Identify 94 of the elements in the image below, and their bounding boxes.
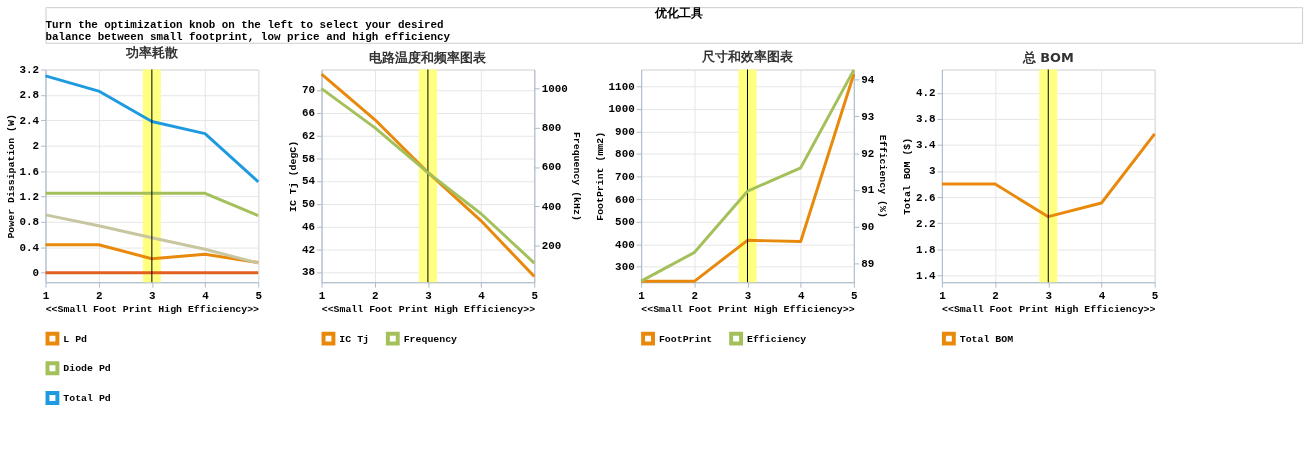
x-axis-title: <<Small Foot Print High Efficiency>> (641, 304, 855, 316)
y-axis-title: IC Tj (degC) (288, 140, 300, 212)
y-axis-title: Total BOM ($) (901, 137, 913, 215)
text: Turn the optimization knob on the left to select your desired (45, 18, 444, 31)
x-tick-label: 2 (992, 289, 999, 302)
y-tick-label: 1.2 (19, 190, 40, 203)
y-tick-label: 2.2 (915, 217, 936, 230)
y-tick-label: 66 (302, 107, 316, 120)
x-tick-label: 5 (851, 289, 858, 302)
y2-tick-label: 200 (541, 239, 562, 252)
y2-tick-label: 90 (861, 220, 875, 233)
line-series (44, 213, 260, 265)
legend-label: Efficiency (747, 333, 807, 345)
y-tick-label: 4.2 (915, 87, 936, 100)
chart-title: 总 BOM (1021, 50, 1074, 66)
legend-label: Total Pd (63, 392, 111, 404)
x-tick-label: 2 (95, 289, 103, 302)
y-tick-label: 500 (615, 216, 635, 229)
y-axis-title: FootPrint (mm2) (594, 131, 606, 221)
legend-label: Frequency (403, 333, 458, 345)
y2-axis-title: Efficiency (%) (877, 134, 889, 218)
x-tick-label: 4 (478, 289, 486, 302)
y-tick-label: 1000 (608, 103, 635, 116)
y-tick-label: 2.4 (19, 114, 40, 127)
y2-tick-label: 94 (861, 74, 875, 87)
line-series (940, 132, 1157, 219)
x-tick-label: 2 (371, 289, 379, 302)
x-tick-label: 3 (744, 289, 752, 302)
legend-label: IC Tj (339, 333, 370, 345)
x-tick-label: 5 (1151, 289, 1159, 302)
y-tick-label: 50 (302, 198, 316, 211)
x-tick-label: 5 (531, 289, 539, 302)
y-tick-label: 2.8 (19, 89, 40, 102)
x-tick-label: 4 (202, 289, 210, 302)
y-tick-label: 38 (302, 266, 316, 279)
y-tick-label: 800 (615, 148, 635, 161)
y-tick-label: 0 (32, 267, 40, 280)
y-tick-label: 2.6 (915, 191, 936, 204)
y2-tick-label: 92 (861, 147, 875, 160)
y2-tick-label: 400 (541, 200, 562, 213)
y-tick-label: 3.4 (915, 139, 936, 152)
legend-label: Diode Pd (63, 363, 111, 375)
line-series (44, 74, 260, 184)
y-tick-label: 46 (302, 220, 316, 233)
legend-label: L Pd (63, 333, 88, 345)
y-tick-label: 1100 (608, 80, 635, 93)
y-tick-label: 54 (302, 175, 316, 188)
y-tick-label: 0.4 (19, 241, 40, 254)
y-tick-label: 3.2 (19, 63, 40, 76)
y2-tick-label: 93 (861, 110, 875, 123)
chart-title: 电路温度和频率图表 (369, 50, 488, 66)
x-tick-label: 3 (149, 289, 156, 302)
y-tick-label: 3.8 (915, 113, 936, 126)
y-tick-label: 3 (928, 165, 936, 178)
y-tick-label: 42 (302, 243, 316, 256)
x-tick-label: 1 (42, 289, 50, 302)
y-tick-label: 0.8 (19, 216, 40, 229)
y-tick-label: 62 (302, 129, 316, 142)
x-tick-label: 2 (691, 289, 699, 302)
chart-title: 功率耗散 (124, 44, 179, 60)
text: 优化工具 (653, 6, 703, 21)
y-tick-label: 900 (615, 125, 635, 138)
x-axis-title: <<Small Foot Print High Efficiency>> (321, 304, 536, 316)
x-tick-label: 3 (1045, 289, 1053, 302)
y-tick-label: 1.8 (915, 243, 936, 256)
y-tick-label: 58 (302, 152, 316, 165)
x-tick-label: 4 (797, 289, 805, 302)
y-axis-title: Power Dissipation (W) (5, 114, 17, 239)
chart-title: 尺寸和效率图表 (700, 49, 794, 65)
x-axis-title: <<Small Foot Print High Efficiency>> (45, 304, 260, 316)
x-axis-title: <<Small Foot Print High Efficiency>> (942, 304, 1156, 316)
y2-tick-label: 91 (861, 184, 875, 197)
y-tick-label: 600 (615, 193, 635, 206)
y-tick-label: 300 (615, 261, 635, 274)
x-tick-label: 1 (318, 289, 326, 302)
y2-tick-label: 600 (541, 161, 562, 174)
y-tick-label: 1.4 (915, 269, 936, 282)
x-tick-label: 5 (255, 289, 262, 302)
y2-tick-label: 1000 (541, 83, 568, 96)
x-tick-label: 1 (939, 289, 947, 302)
y2-axis-title: Frequency (kHz) (570, 131, 582, 221)
y-tick-label: 70 (302, 84, 316, 97)
text: balance between small footprint, low price and high efficiency (45, 30, 451, 43)
legend-label: Total BOM (959, 333, 1014, 345)
y-tick-label: 1.6 (19, 165, 40, 178)
y-tick-label: 2 (32, 140, 40, 153)
x-tick-label: 1 (638, 289, 646, 302)
y2-tick-label: 89 (861, 257, 875, 270)
x-tick-label: 3 (425, 289, 432, 302)
y-tick-label: 700 (615, 170, 635, 183)
legend-label: FootPrint (658, 333, 713, 345)
x-tick-label: 4 (1098, 289, 1106, 302)
y2-tick-label: 800 (541, 122, 562, 135)
y-tick-label: 400 (615, 238, 635, 251)
